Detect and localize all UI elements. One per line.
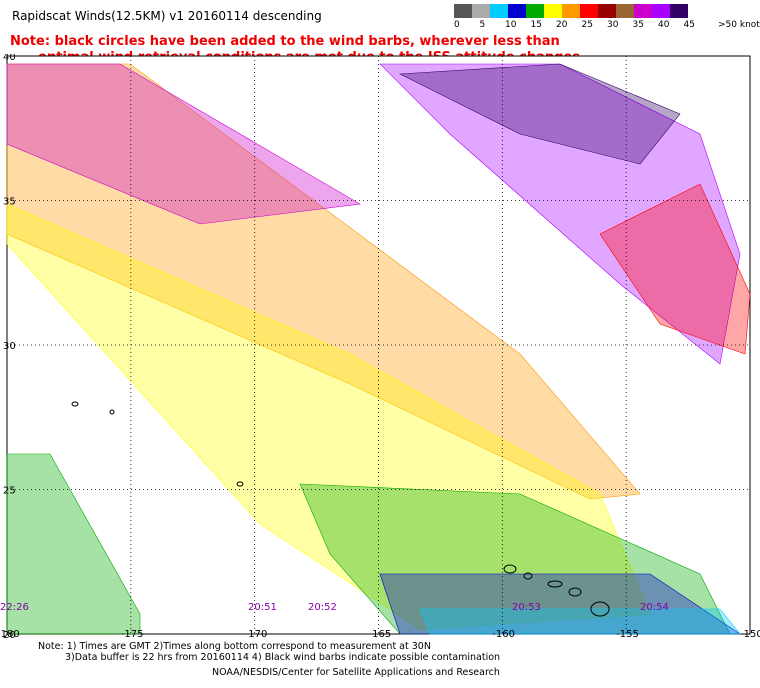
longitude-label: -170 [245,629,268,640]
wind-swath [6,63,361,225]
island [236,481,244,487]
longitude-label: -175 [121,629,144,640]
color-scale-bar [454,4,688,18]
island [503,564,517,574]
latitude-label: 20 [3,630,16,641]
color-swatch [490,4,508,18]
color-swatch [652,4,670,18]
latitude-label: 30 [3,341,16,352]
color-scale-label: 40 [658,20,670,30]
color-scale-label: 10 [505,20,517,30]
note-line-1: Note: black circles have been added to t… [10,34,560,49]
pass-time-label: 20:51 [248,602,277,613]
color-swatch [508,4,526,18]
longitude-label: -165 [369,629,392,640]
wind-swath [599,183,751,355]
color-swatch [544,4,562,18]
color-scale-label: 15 [530,20,542,30]
color-scale-label: 35 [632,20,644,30]
island [568,587,582,597]
pass-time-labels: 22:26 20:51 20:52 20:53 20:54 [0,602,669,613]
longitude-label: -150 [740,629,760,640]
island [523,572,533,580]
island [109,409,115,415]
color-swatch [634,4,652,18]
wind-swath [379,63,741,365]
map-title: Rapidscat Winds(12.5KM) v1 20160114 desc… [12,9,322,23]
wind-swath [6,203,651,630]
footer-note-2: 3)Data buffer is 22 hrs from 20160114 4)… [65,652,501,663]
longitude-label: -180 [0,629,20,640]
color-swatch [670,4,688,18]
island [547,580,563,588]
island [71,401,79,407]
color-scale-labels: 0 5 10 15 20 25 30 35 40 45 [454,18,695,32]
color-swatch [598,4,616,18]
wind-speed-color-scale: 0 5 10 15 20 25 30 35 40 45 >50 knots [454,4,760,32]
latitude-label: 25 [3,486,16,497]
pass-time-label: 20:54 [640,602,669,613]
color-scale-label: 5 [479,20,486,30]
wind-swath [419,608,741,635]
pass-time-label: 22:26 [0,602,29,613]
color-scale-label: 45 [683,20,695,30]
pass-time-label: 20:52 [308,602,337,613]
color-swatch [526,4,544,18]
map-grid [7,56,750,634]
longitude-label: -155 [616,629,639,640]
wind-swaths [6,63,751,635]
color-swatch [580,4,598,18]
color-scale-unit: >50 knots [718,20,760,30]
longitude-labels: -180 -175 -170 -165 -160 -155 -150 [0,629,760,640]
wind-swath [6,453,141,635]
color-swatch [616,4,634,18]
color-scale-label: 25 [581,20,593,30]
footer-note-1: Note: 1) Times are GMT 2)Times along bot… [38,641,431,652]
latitude-label: 40 [3,54,16,63]
color-swatch [472,4,490,18]
footer-credit: NOAA/NESDIS/Center for Satellite Applica… [212,667,500,678]
longitude-label: -160 [492,629,515,640]
island [590,601,610,617]
color-scale-label: 20 [556,20,568,30]
wind-swath [398,63,681,165]
color-scale-label: 30 [607,20,619,30]
hawaii-islands [71,401,610,617]
wind-swath [6,63,641,500]
color-scale-label: 0 [454,20,460,30]
color-swatch [562,4,580,18]
color-swatch [454,4,472,18]
latitude-labels: 40 35 30 25 20 [3,54,16,641]
latitude-label: 35 [3,197,16,208]
pass-time-label: 20:53 [512,602,541,613]
